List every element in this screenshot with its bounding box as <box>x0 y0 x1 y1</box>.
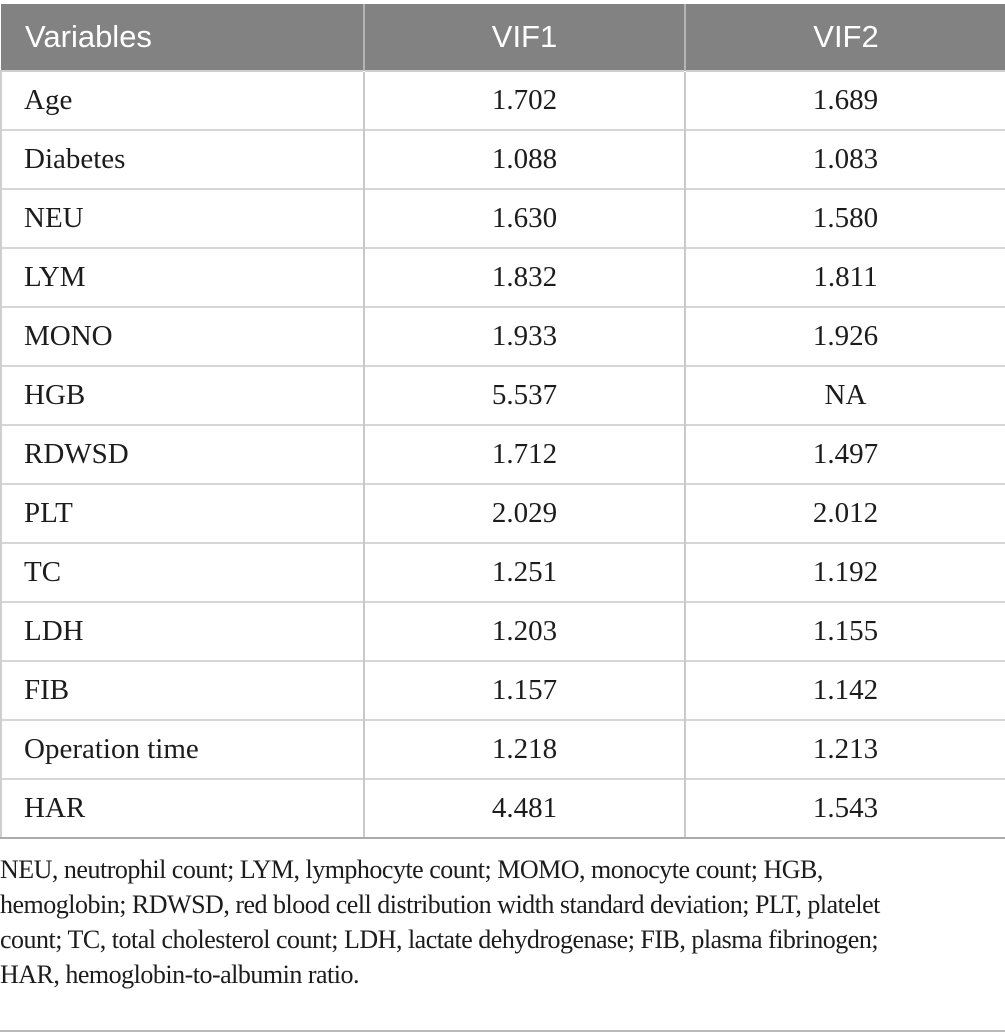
table-row-diabetes: Diabetes 1.088 1.083 <box>0 129 1005 189</box>
variable-cell: LDH <box>0 601 364 661</box>
variable-cell: LYM <box>0 247 364 307</box>
table-row-age: Age 1.702 1.689 <box>0 70 1005 130</box>
vif1-cell: 5.537 <box>363 365 685 425</box>
vif2-cell: 1.926 <box>684 306 1005 366</box>
variable-cell: HAR <box>0 778 364 839</box>
variable-cell: Age <box>0 70 364 130</box>
vif2-cell: 1.192 <box>684 542 1005 602</box>
table-row-plt: PLT 2.029 2.012 <box>0 483 1005 543</box>
variable-cell: Diabetes <box>0 129 364 189</box>
vif1-cell: 1.157 <box>363 660 685 720</box>
variable-cell: RDWSD <box>0 424 364 484</box>
bottom-divider <box>0 1030 1005 1032</box>
variable-cell: MONO <box>0 306 364 366</box>
vif-table: Variables VIF1 VIF2 Age 1.702 1.689 Diab… <box>0 4 1005 839</box>
vif2-cell: 1.811 <box>684 247 1005 307</box>
table-header-row: Variables VIF1 VIF2 <box>1 4 1005 71</box>
vif2-cell: 1.543 <box>684 778 1005 839</box>
table-row-mono: MONO 1.933 1.926 <box>0 306 1005 366</box>
table-row-har: HAR 4.481 1.543 <box>0 778 1005 839</box>
vif2-cell: 1.689 <box>684 70 1005 130</box>
table-row-lym: LYM 1.832 1.811 <box>0 247 1005 307</box>
vif1-cell: 1.702 <box>363 70 685 130</box>
column-header-variables: Variables <box>1 4 364 71</box>
table-row-hgb: HGB 5.537 NA <box>0 365 1005 425</box>
vif2-cell: 2.012 <box>684 483 1005 543</box>
variable-cell: NEU <box>0 188 364 248</box>
footnote-line: NEU, neutrophil count; LYM, lymphocyte c… <box>0 855 823 884</box>
vif1-cell: 4.481 <box>363 778 685 839</box>
column-header-vif1: VIF1 <box>363 4 685 71</box>
column-header-vif2: VIF2 <box>684 4 1005 71</box>
vif2-cell: 1.142 <box>684 660 1005 720</box>
variable-cell: TC <box>0 542 364 602</box>
vif2-cell: 1.083 <box>684 129 1005 189</box>
variable-cell: PLT <box>0 483 364 543</box>
table-row-neu: NEU 1.630 1.580 <box>0 188 1005 248</box>
vif1-cell: 1.203 <box>363 601 685 661</box>
table-row-operation-time: Operation time 1.218 1.213 <box>0 719 1005 779</box>
variable-cell: HGB <box>0 365 364 425</box>
vif2-cell: 1.580 <box>684 188 1005 248</box>
table-row-ldh: LDH 1.203 1.155 <box>0 601 1005 661</box>
table-footnote: NEU, neutrophil count; LYM, lymphocyte c… <box>0 852 1005 992</box>
vif2-cell: 1.497 <box>684 424 1005 484</box>
footnote-line: HAR, hemoglobin-to-albumin ratio. <box>0 960 360 989</box>
vif1-cell: 1.933 <box>363 306 685 366</box>
table-row-tc: TC 1.251 1.192 <box>0 542 1005 602</box>
footnote-line: hemoglobin; RDWSD, red blood cell distri… <box>0 890 880 919</box>
vif1-cell: 2.029 <box>363 483 685 543</box>
vif1-cell: 1.088 <box>363 129 685 189</box>
vif1-cell: 1.832 <box>363 247 685 307</box>
vif1-cell: 1.712 <box>363 424 685 484</box>
vif1-cell: 1.630 <box>363 188 685 248</box>
variable-cell: Operation time <box>0 719 364 779</box>
footnote-line: count; TC, total cholesterol count; LDH,… <box>0 925 879 954</box>
vif2-cell: 1.155 <box>684 601 1005 661</box>
vif1-cell: 1.251 <box>363 542 685 602</box>
table-row-fib: FIB 1.157 1.142 <box>0 660 1005 720</box>
vif2-cell: 1.213 <box>684 719 1005 779</box>
table-row-rdwsd: RDWSD 1.712 1.497 <box>0 424 1005 484</box>
vif1-cell: 1.218 <box>363 719 685 779</box>
variable-cell: FIB <box>0 660 364 720</box>
vif2-cell: NA <box>684 365 1005 425</box>
